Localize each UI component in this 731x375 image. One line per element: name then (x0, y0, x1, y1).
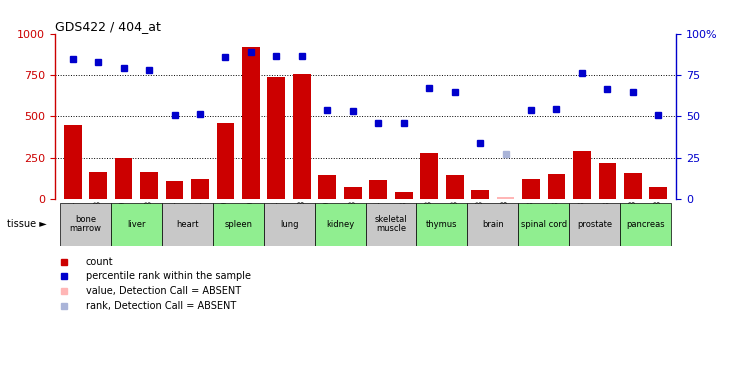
Text: liver: liver (127, 220, 145, 228)
Text: heart: heart (176, 220, 199, 228)
Bar (471, 190, 489, 199)
Bar (446, 175, 463, 199)
Bar (64, 124, 82, 199)
Bar (569, 202, 620, 246)
Text: kidney: kidney (326, 220, 354, 228)
Bar (624, 173, 642, 199)
Text: percentile rank within the sample: percentile rank within the sample (86, 272, 251, 281)
Bar (344, 187, 362, 199)
Text: thymus: thymus (426, 220, 458, 228)
Text: GDS422 / 404_at: GDS422 / 404_at (55, 20, 161, 33)
Bar (191, 179, 209, 199)
Bar (140, 171, 158, 199)
Text: skeletal
muscle: skeletal muscle (375, 215, 407, 233)
Bar (395, 192, 412, 199)
Text: value, Detection Call = ABSENT: value, Detection Call = ABSENT (86, 286, 241, 296)
Bar (268, 76, 285, 199)
Bar (115, 158, 132, 199)
Bar (548, 174, 565, 199)
Bar (366, 202, 417, 246)
Bar (467, 202, 518, 246)
Bar (89, 171, 107, 199)
Bar (369, 180, 387, 199)
Bar (620, 202, 671, 246)
Text: brain: brain (482, 220, 504, 228)
Bar (162, 202, 213, 246)
Text: tissue ►: tissue ► (7, 219, 47, 229)
Bar (649, 187, 667, 199)
Text: bone
marrow: bone marrow (69, 215, 102, 233)
Bar (293, 74, 311, 199)
Text: lung: lung (280, 220, 298, 228)
Text: pancreas: pancreas (626, 220, 665, 228)
Text: rank, Detection Call = ABSENT: rank, Detection Call = ABSENT (86, 301, 236, 311)
Bar (518, 202, 569, 246)
Bar (213, 202, 264, 246)
Bar (573, 151, 591, 199)
Text: spleen: spleen (224, 220, 252, 228)
Bar (111, 202, 162, 246)
Bar (60, 202, 111, 246)
Bar (417, 202, 467, 246)
Text: count: count (86, 256, 113, 267)
Bar (496, 197, 515, 199)
Text: prostate: prostate (577, 220, 613, 228)
Bar (314, 202, 366, 246)
Bar (599, 163, 616, 199)
Bar (420, 153, 438, 199)
Bar (319, 175, 336, 199)
Bar (264, 202, 314, 246)
Text: spinal cord: spinal cord (520, 220, 567, 228)
Bar (522, 179, 540, 199)
Bar (216, 123, 235, 199)
Bar (242, 47, 260, 199)
Bar (166, 182, 183, 199)
